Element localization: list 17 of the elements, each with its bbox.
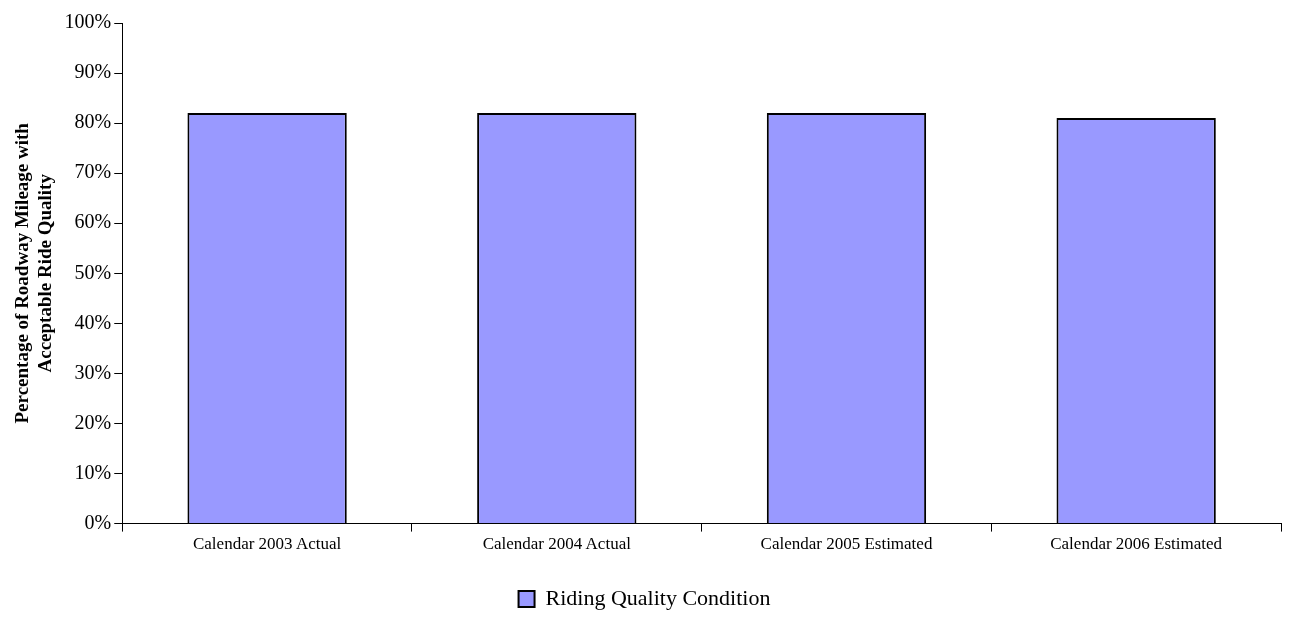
y-tick-label: 70% (74, 160, 112, 183)
x-tick-label: Calendar 2005 Estimated (760, 534, 933, 554)
y-axis-title: Percentage of Roadway Mileage with Acceptable Ride Quality (11, 122, 56, 424)
x-tick-label: Calendar 2004 Actual (482, 534, 632, 554)
y-tick-label: 50% (74, 260, 112, 283)
y-tick-label: 10% (74, 460, 112, 483)
y-tick-label: 90% (74, 60, 112, 83)
y-tick-label: 100% (64, 10, 112, 33)
y-tick-label: 20% (74, 410, 112, 433)
y-tick-label: 80% (74, 110, 112, 133)
y-tick-label: 60% (74, 210, 112, 233)
x-tick-label: Calendar 2006 Estimated (1050, 534, 1223, 554)
y-tick-label: 40% (74, 310, 112, 333)
y-tick-label: 0% (84, 510, 112, 533)
y-tick-label: 30% (74, 360, 112, 383)
legend-label: Riding Quality Condition (545, 584, 771, 610)
x-tick-label: Calendar 2003 Actual (192, 534, 342, 554)
